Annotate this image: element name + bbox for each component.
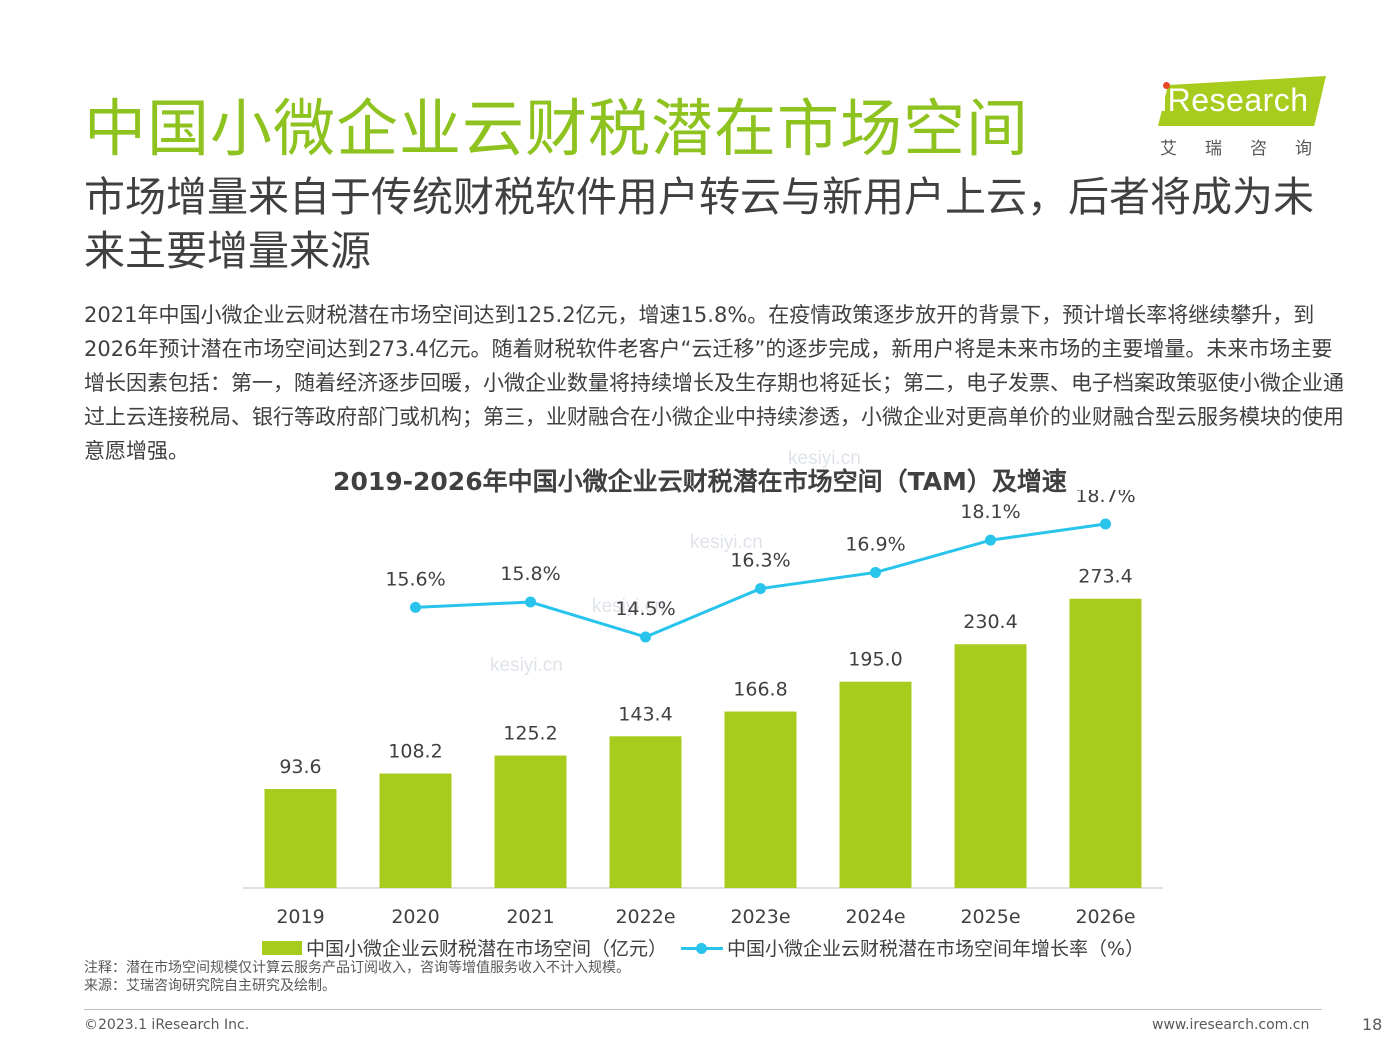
watermark: kesiyi.cn xyxy=(490,655,563,676)
page-number: 18 xyxy=(1362,1015,1383,1034)
body-paragraph: 2021年中国小微企业云财税潜在市场空间达到125.2亿元，增速15.8%。在疫… xyxy=(84,303,1344,463)
growth-rate-label: 18.7% xyxy=(1075,490,1135,507)
watermark: kesiyi.cn xyxy=(788,448,861,469)
note-text: 注释：潜在市场空间规模仅计算云服务产品订阅收入，咨询等增值服务收入不计入规模。 xyxy=(84,960,630,976)
growth-rate-label: 14.5% xyxy=(615,598,675,620)
growth-rate-point xyxy=(985,534,996,546)
footer-divider xyxy=(84,1009,1322,1010)
growth-rate-label: 16.3% xyxy=(730,550,790,572)
x-tick-label: 2020 xyxy=(391,906,439,928)
x-tick-label: 2023e xyxy=(730,906,790,928)
legend-line-swatch xyxy=(681,941,724,955)
bar-2023e xyxy=(724,711,797,888)
growth-rate-point xyxy=(525,596,536,608)
bar-2026e xyxy=(1069,598,1142,888)
chart-title: 2019-2026年中国小微企业云财税潜在市场空间（TAM）及增速 xyxy=(333,467,1067,496)
growth-rate-label: 15.6% xyxy=(385,568,445,590)
x-tick-label: 2019 xyxy=(276,906,324,928)
growth-rate-point xyxy=(640,631,651,643)
bar-value-label: 166.8 xyxy=(733,679,787,701)
legend-bar-label: 中国小微企业云财税潜在市场空间（亿元） xyxy=(306,938,668,960)
watermark: kesiyi.cn xyxy=(592,596,665,617)
bar-value-label: 143.4 xyxy=(618,703,672,725)
growth-rate-label: 15.8% xyxy=(500,563,560,585)
legend-bar-swatch xyxy=(262,940,302,955)
iresearch-logo: iResearch 艾瑞咨询 xyxy=(1158,74,1328,159)
x-tick-label: 2024e xyxy=(845,906,905,928)
growth-rate-point xyxy=(410,601,421,613)
source-text: 来源：艾瑞咨询研究院自主研究及绘制。 xyxy=(84,978,336,994)
bar-value-label: 195.0 xyxy=(848,649,902,671)
logo-cn-text: 艾瑞咨询 xyxy=(1160,139,1340,159)
x-tick-label: 2026e xyxy=(1075,906,1135,928)
chart-legend: 中国小微企业云财税潜在市场空间（亿元） 中国小微企业云财税潜在市场空间年增长率（… xyxy=(262,934,1144,961)
growth-rate-point xyxy=(755,583,766,595)
bar-value-label: 125.2 xyxy=(503,723,557,745)
page-subtitle: 市场增量来自于传统财税软件用户转云与新用户上云，后者将成为未来主要增量来源 xyxy=(84,173,1314,275)
bar-2020 xyxy=(379,773,452,888)
x-tick-label: 2025e xyxy=(960,906,1020,928)
bar-value-label: 273.4 xyxy=(1078,566,1132,588)
website-link: www.iresearch.com.cn xyxy=(1152,1017,1310,1033)
growth-rate-point xyxy=(870,566,881,578)
legend-line-label: 中国小微企业云财税潜在市场空间年增长率（%） xyxy=(727,938,1145,960)
chart-notes: 注释：潜在市场空间规模仅计算云服务产品订阅收入，咨询等增值服务收入不计入规模。 … xyxy=(84,959,630,995)
growth-rate-label: 16.9% xyxy=(845,533,905,555)
bar-2022e xyxy=(609,736,682,888)
bar-2019 xyxy=(264,788,337,888)
bar-2025e xyxy=(954,644,1027,888)
bar-2021 xyxy=(494,755,567,888)
growth-rate-label: 18.1% xyxy=(960,501,1020,523)
watermark: kesiyi.cn xyxy=(690,532,763,553)
copyright: ©2023.1 iResearch Inc. xyxy=(84,1017,250,1033)
bar-value-label: 108.2 xyxy=(388,741,442,763)
page-title: 中国小微企业云财税潜在市场空间 xyxy=(84,92,1030,165)
x-tick-label: 2022e xyxy=(615,906,675,928)
tam-chart: 93.6 2019 108.2 2020 125.2 2021 143.4 2022e 166.… xyxy=(243,490,1163,928)
logo-text: iResearch xyxy=(1160,82,1309,118)
bar-value-label: 230.4 xyxy=(963,611,1017,633)
x-tick-label: 2021 xyxy=(506,906,554,928)
growth-rate-point xyxy=(1100,518,1111,530)
bar-value-label: 93.6 xyxy=(279,756,321,778)
bar-2024e xyxy=(839,681,912,888)
